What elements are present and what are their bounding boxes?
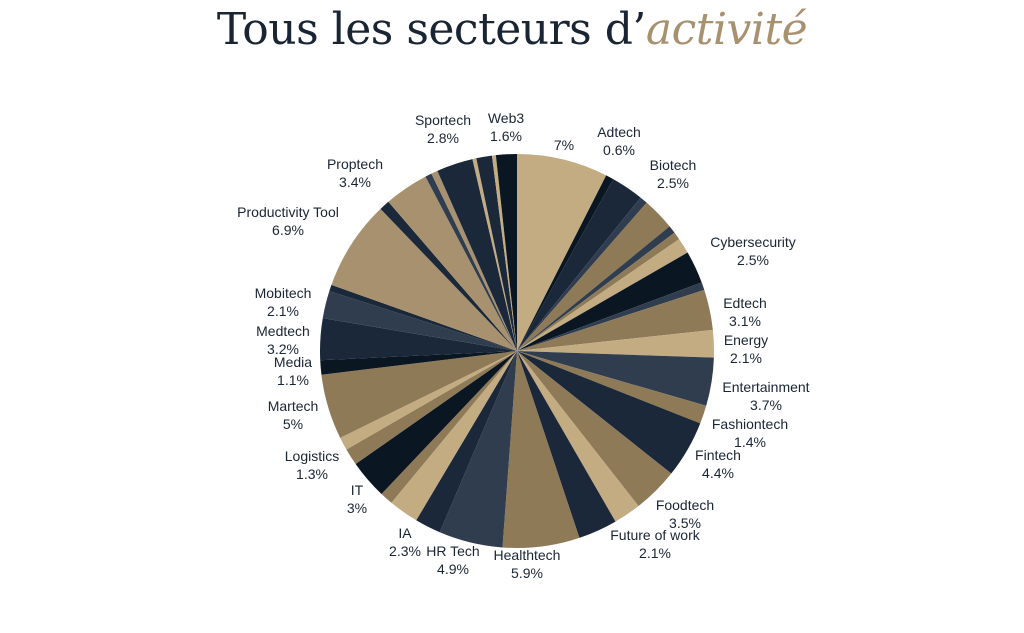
label-web3-value: 1.6%: [490, 128, 522, 144]
label-medtech-name: Medtech: [256, 323, 310, 339]
pie-slice-part-20: [416, 351, 517, 533]
pie-slice-part-7: [517, 239, 688, 351]
label-ia-value: 2.3%: [389, 543, 421, 559]
pie-slice-biotech: [517, 202, 670, 351]
pie-slice-healthtech: [502, 351, 580, 548]
pie-slice-cybersecurity: [517, 252, 702, 351]
label-mobitech-value: 2.1%: [267, 303, 299, 319]
pie-slice-edtech: [517, 289, 713, 351]
label-biotech-name: Biotech: [650, 157, 697, 173]
pie-slice-part-17: [517, 351, 616, 538]
label-fashiontech-value: 1.4%: [734, 434, 766, 450]
pie-slice-part-34: [425, 173, 517, 351]
pie-slice-adtech: [517, 175, 614, 351]
pie-slice-part-0: [517, 154, 607, 351]
label-it-name: IT: [351, 482, 364, 498]
label-logistics-value: 1.3%: [296, 466, 328, 482]
pie-slice-entertainment: [517, 351, 714, 406]
pie-slice-part-6: [517, 232, 680, 351]
pie-slice-martech: [321, 351, 517, 438]
pie-slice-proptech: [388, 176, 517, 351]
pie-slice-mobitech: [322, 291, 517, 351]
label-fintech-value: 4.4%: [702, 465, 734, 481]
label-energy-value: 2.1%: [730, 350, 762, 366]
label-healthtech-value: 5.9%: [511, 565, 543, 581]
pie-slice-part-32: [380, 201, 517, 351]
pie-slice-ia: [391, 351, 517, 521]
label-adtech-name: Adtech: [597, 124, 641, 140]
pie-slice-it: [355, 351, 517, 494]
pie-slice-part-5: [517, 226, 675, 351]
label-foodtech-name: Foodtech: [656, 497, 714, 513]
pie-slice-sportech: [437, 159, 517, 351]
label-media-name: Media: [274, 354, 312, 370]
label-fashiontech-name: Fashiontech: [712, 416, 788, 432]
label-proptech-name: Proptech: [327, 156, 383, 172]
pie-slice-part-39: [491, 155, 517, 351]
pie-slice-energy: [517, 329, 714, 358]
label-sportech-name: Sportech: [415, 112, 471, 128]
chart-title-accent: activité: [645, 4, 808, 55]
pie-slice-part-22: [381, 351, 517, 503]
pie-slice-hr-tech: [439, 351, 517, 548]
pie-slice-part-3: [517, 197, 647, 351]
pie-slice-part-9: [517, 282, 705, 351]
pie-slice-part-35: [431, 170, 517, 351]
pie-slice-productivity-tool: [331, 208, 517, 351]
pie-labels: 7% Adtech 0.6% Biotech 2.5% Cybersecurity 2.5%…: [237, 110, 810, 581]
pie-slice-part-37: [472, 158, 517, 351]
pie-slice-part-25: [340, 351, 517, 450]
label-mobitech-name: Mobitech: [255, 285, 312, 301]
label-entertainment-value: 3.7%: [750, 397, 782, 413]
label-hr-tech-name: HR Tech: [426, 543, 479, 559]
label-cybersecurity-value: 2.5%: [737, 252, 769, 268]
pie-slice-fintech: [517, 351, 701, 474]
label-martech-value: 5%: [283, 416, 303, 432]
label-logistics-name: Logistics: [285, 448, 339, 464]
pie-slice-part-38: [476, 155, 517, 351]
pie-slice-logistics: [346, 351, 517, 464]
label-web3-name: Web3: [488, 110, 525, 126]
pie-slice-future-of-work: [517, 351, 639, 522]
label-edtech-name: Edtech: [723, 295, 767, 311]
label-future-of-work-value: 2.1%: [639, 545, 671, 561]
label-cybersecurity-name: Cybersecurity: [710, 234, 796, 250]
label-medtech-value: 3.2%: [267, 341, 299, 357]
label-ia-name: IA: [398, 525, 412, 541]
pie-slice-fashiontech: [517, 351, 707, 424]
label-proptech-value: 3.4%: [339, 174, 371, 190]
pie-slice-part-30: [329, 284, 517, 351]
label-unnamed-0-value: 7%: [554, 137, 574, 153]
pie-slice-medtech: [319, 318, 517, 361]
label-entertainment-name: Entertainment: [722, 379, 809, 395]
label-biotech-value: 2.5%: [657, 175, 689, 191]
label-energy-name: Energy: [724, 332, 768, 348]
label-hr-tech-value: 4.9%: [437, 561, 469, 577]
label-it-value: 3%: [347, 500, 367, 516]
label-media-value: 1.1%: [277, 372, 309, 388]
pie-slice-part-2: [517, 179, 641, 351]
pie-slice-media: [320, 351, 517, 375]
pie-slice-web3: [495, 154, 517, 351]
label-future-of-work-name: Future of work: [610, 527, 700, 543]
label-adtech-value: 0.6%: [603, 142, 635, 158]
pie-slices: [319, 154, 714, 548]
label-edtech-value: 3.1%: [729, 313, 761, 329]
chart-title-main: Tous les secteurs d’: [216, 4, 647, 55]
label-productivity-tool-value: 6.9%: [272, 222, 304, 238]
label-martech-name: Martech: [268, 398, 319, 414]
label-sportech-value: 2.8%: [427, 130, 459, 146]
label-productivity-tool-name: Productivity Tool: [237, 204, 339, 220]
label-fintech-name: Fintech: [695, 447, 741, 463]
chart-title: Tous les secteurs d’activité: [0, 4, 1024, 55]
label-foodtech-value: 3.5%: [669, 515, 701, 531]
label-healthtech-name: Healthtech: [494, 547, 561, 563]
pie-slice-foodtech: [517, 351, 672, 507]
